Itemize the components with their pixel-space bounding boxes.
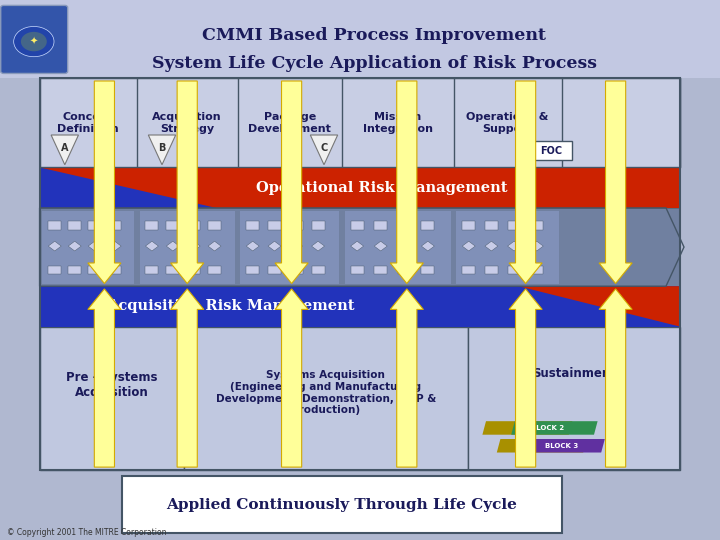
Text: Pre - Systems
Acquisition: Pre - Systems Acquisition [66, 371, 158, 399]
Polygon shape [482, 421, 572, 435]
FancyArrow shape [509, 81, 542, 284]
FancyBboxPatch shape [268, 266, 281, 274]
Text: Concept
Definition: Concept Definition [58, 112, 119, 134]
FancyBboxPatch shape [187, 221, 200, 230]
Text: A: A [61, 143, 68, 153]
FancyArrow shape [390, 289, 423, 467]
FancyBboxPatch shape [397, 266, 410, 274]
Text: BLOCK 3: BLOCK 3 [545, 443, 578, 449]
Text: CMMI Based Process Improvement: CMMI Based Process Improvement [202, 26, 546, 44]
Polygon shape [397, 241, 410, 251]
FancyBboxPatch shape [89, 221, 101, 230]
FancyBboxPatch shape [508, 266, 521, 274]
FancyBboxPatch shape [374, 266, 387, 274]
FancyArrow shape [275, 289, 308, 467]
FancyBboxPatch shape [421, 221, 434, 230]
Text: ✦: ✦ [30, 37, 38, 46]
FancyBboxPatch shape [345, 211, 451, 284]
Polygon shape [89, 241, 101, 251]
FancyArrow shape [88, 81, 121, 284]
Text: C: C [320, 143, 328, 153]
FancyBboxPatch shape [208, 221, 221, 230]
Polygon shape [208, 241, 221, 251]
FancyBboxPatch shape [145, 221, 158, 230]
Text: FOC: FOC [541, 146, 562, 156]
FancyBboxPatch shape [40, 78, 680, 167]
FancyArrow shape [171, 81, 204, 284]
Polygon shape [246, 241, 259, 251]
FancyArrow shape [88, 289, 121, 467]
FancyBboxPatch shape [42, 211, 134, 284]
Text: Mission
Integration: Mission Integration [363, 112, 433, 134]
FancyBboxPatch shape [289, 221, 303, 230]
FancyBboxPatch shape [462, 266, 475, 274]
Text: Package
Development: Package Development [248, 112, 331, 134]
Polygon shape [310, 135, 338, 165]
Text: Acquisition
Strategy: Acquisition Strategy [153, 112, 222, 134]
FancyArrow shape [509, 289, 542, 467]
Polygon shape [145, 241, 158, 251]
FancyBboxPatch shape [140, 211, 235, 284]
FancyBboxPatch shape [531, 221, 544, 230]
FancyBboxPatch shape [122, 476, 562, 533]
Polygon shape [374, 241, 387, 251]
FancyBboxPatch shape [108, 266, 121, 274]
FancyBboxPatch shape [531, 266, 544, 274]
FancyBboxPatch shape [1, 5, 68, 73]
Polygon shape [148, 135, 176, 165]
FancyBboxPatch shape [351, 266, 364, 274]
FancyBboxPatch shape [40, 327, 184, 470]
FancyBboxPatch shape [208, 266, 221, 274]
Polygon shape [289, 241, 303, 251]
Polygon shape [40, 167, 216, 208]
Text: Operational Risk Management: Operational Risk Management [256, 181, 508, 194]
FancyBboxPatch shape [246, 266, 259, 274]
FancyBboxPatch shape [485, 266, 498, 274]
Polygon shape [48, 241, 61, 251]
Polygon shape [51, 135, 78, 165]
Polygon shape [485, 241, 498, 251]
FancyBboxPatch shape [289, 266, 303, 274]
Text: BLOCK 2: BLOCK 2 [531, 425, 564, 431]
Polygon shape [462, 241, 475, 251]
FancyBboxPatch shape [68, 266, 81, 274]
Polygon shape [531, 241, 544, 251]
Circle shape [14, 26, 54, 57]
FancyBboxPatch shape [145, 266, 158, 274]
FancyArrow shape [390, 81, 423, 284]
FancyBboxPatch shape [531, 141, 572, 160]
Polygon shape [166, 241, 179, 251]
FancyBboxPatch shape [421, 266, 434, 274]
FancyBboxPatch shape [166, 221, 179, 230]
FancyBboxPatch shape [312, 221, 325, 230]
FancyBboxPatch shape [485, 221, 498, 230]
Text: System Life Cycle Application of Risk Process: System Life Cycle Application of Risk Pr… [152, 55, 597, 72]
Polygon shape [68, 241, 81, 251]
Polygon shape [351, 241, 364, 251]
Text: Operations &
Support: Operations & Support [467, 112, 549, 134]
Polygon shape [508, 241, 521, 251]
FancyBboxPatch shape [40, 208, 680, 286]
Text: Applied Continuously Through Life Cycle: Applied Continuously Through Life Cycle [166, 498, 518, 511]
FancyBboxPatch shape [508, 221, 521, 230]
FancyBboxPatch shape [187, 266, 200, 274]
FancyBboxPatch shape [108, 221, 121, 230]
FancyBboxPatch shape [40, 167, 680, 208]
FancyBboxPatch shape [456, 211, 559, 284]
Polygon shape [312, 241, 325, 251]
Polygon shape [421, 241, 434, 251]
Text: Systems Acquisition
(Engineering and Manufacturing
Development, Demonstration, L: Systems Acquisition (Engineering and Man… [216, 370, 436, 415]
FancyBboxPatch shape [68, 221, 81, 230]
FancyBboxPatch shape [312, 266, 325, 274]
FancyBboxPatch shape [351, 221, 364, 230]
FancyBboxPatch shape [48, 221, 61, 230]
FancyBboxPatch shape [374, 221, 387, 230]
Text: Sustainment: Sustainment [532, 367, 616, 381]
FancyArrow shape [599, 81, 632, 284]
FancyArrow shape [171, 289, 204, 467]
Polygon shape [187, 241, 200, 251]
FancyBboxPatch shape [0, 0, 720, 78]
FancyBboxPatch shape [468, 327, 680, 470]
FancyBboxPatch shape [268, 221, 281, 230]
